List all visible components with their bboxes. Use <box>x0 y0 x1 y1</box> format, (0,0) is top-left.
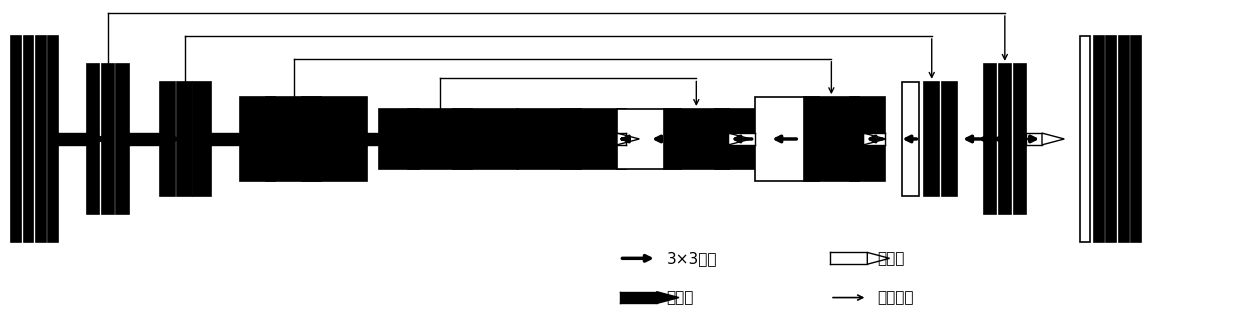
Bar <box>24 36 33 242</box>
Bar <box>453 109 518 169</box>
Bar <box>715 109 755 169</box>
Bar <box>211 133 240 145</box>
Bar <box>1119 36 1129 242</box>
Polygon shape <box>1042 133 1064 145</box>
Bar <box>367 133 379 145</box>
Bar <box>129 133 160 145</box>
Bar <box>1131 36 1141 242</box>
Text: 上采样: 上采样 <box>877 251 904 266</box>
Bar <box>517 133 518 145</box>
Bar <box>1014 64 1026 214</box>
Bar <box>902 82 919 196</box>
Bar <box>864 133 885 145</box>
Bar <box>193 82 211 196</box>
Bar <box>617 133 626 145</box>
Bar <box>11 36 21 242</box>
Text: 跳跃连接: 跳跃连接 <box>877 290 913 305</box>
Bar <box>517 109 581 169</box>
Bar <box>177 82 192 196</box>
Polygon shape <box>729 133 751 145</box>
Bar <box>87 64 99 214</box>
Bar <box>102 64 114 214</box>
Bar <box>58 133 87 145</box>
Polygon shape <box>517 133 539 145</box>
Bar <box>942 82 957 196</box>
Bar <box>804 97 859 181</box>
Bar <box>924 82 939 196</box>
Bar <box>755 97 819 181</box>
Bar <box>984 64 996 214</box>
Polygon shape <box>379 133 401 145</box>
Bar <box>48 36 58 242</box>
Polygon shape <box>617 133 639 145</box>
Polygon shape <box>864 133 886 145</box>
Bar <box>240 97 275 181</box>
Polygon shape <box>867 252 890 264</box>
Bar <box>729 133 755 145</box>
Bar <box>1094 36 1104 242</box>
Bar <box>850 97 885 181</box>
Polygon shape <box>160 133 182 145</box>
Text: 3×3卷积: 3×3卷积 <box>667 251 717 266</box>
Bar <box>620 292 657 303</box>
Bar <box>266 97 321 181</box>
Bar <box>408 109 472 169</box>
Bar <box>561 109 626 169</box>
Bar <box>36 36 46 242</box>
Polygon shape <box>240 133 263 145</box>
Polygon shape <box>87 133 109 145</box>
Bar <box>160 82 175 196</box>
Bar <box>1080 36 1090 242</box>
Polygon shape <box>657 292 679 303</box>
Bar <box>617 109 681 169</box>
Text: 下采样: 下采样 <box>667 290 694 305</box>
Bar <box>1106 36 1116 242</box>
Bar <box>302 97 367 181</box>
Bar <box>1026 133 1042 145</box>
Bar <box>999 64 1011 214</box>
Bar <box>664 109 729 169</box>
Bar <box>116 64 129 214</box>
Bar <box>830 252 867 264</box>
Bar <box>379 109 419 169</box>
